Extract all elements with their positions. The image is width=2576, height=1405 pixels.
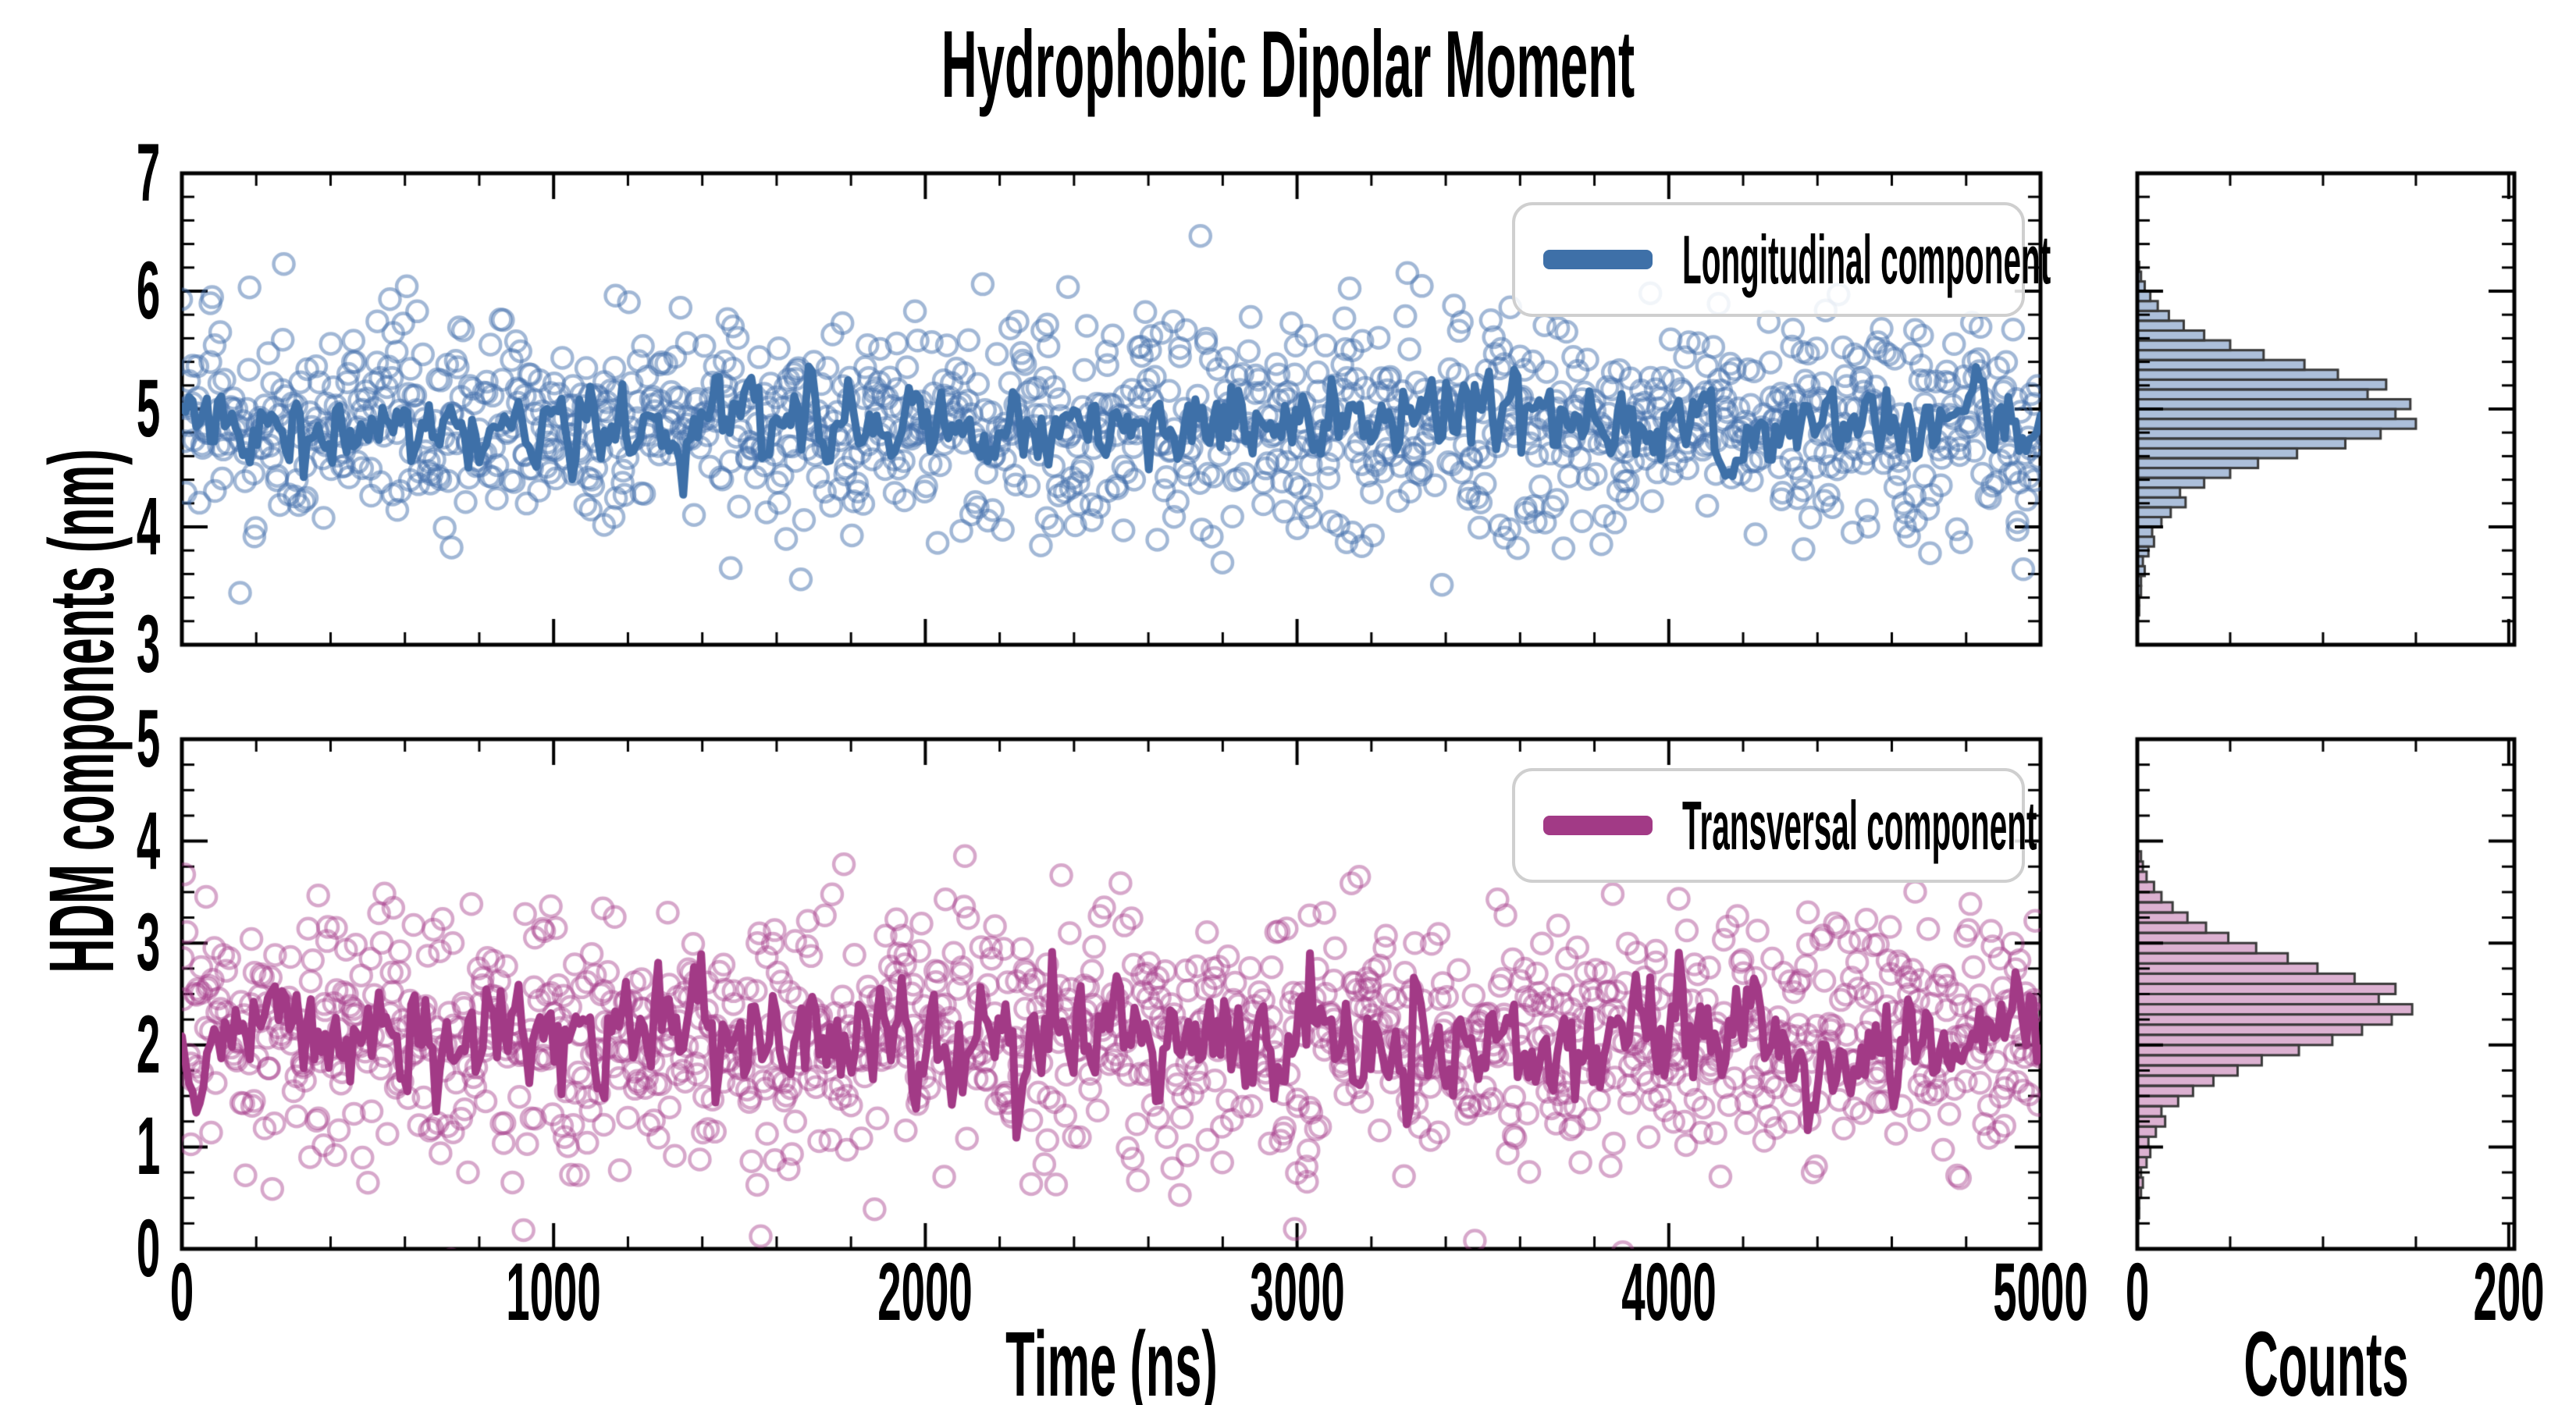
y-tick-label-top: 4	[136, 481, 161, 572]
legend-transversal: Transversal component	[1512, 768, 2037, 883]
counts-axis-label: Counts	[2243, 1313, 2409, 1405]
x-tick-label: 4000	[1621, 1247, 1717, 1338]
x-tick-label: 1000	[506, 1247, 601, 1338]
y-tick-label-top: 6	[136, 245, 161, 336]
y-tick-label-top: 7	[136, 127, 161, 219]
y-tick-label-bottom: 1	[136, 1101, 161, 1193]
legend-label-transversal: Transversal component	[1682, 786, 2037, 864]
legend-line-swatch-longitudinal	[1543, 250, 1653, 269]
y-tick-label-bottom: 5	[136, 693, 161, 784]
y-tick-label-bottom: 3	[136, 897, 161, 989]
x-tick-label: 5000	[1993, 1247, 2088, 1338]
x-tick-label: 3000	[1249, 1247, 1345, 1338]
hist-x-tick-label: 200	[2473, 1247, 2545, 1338]
figure-title: Hydrophobic Dipolar Moment	[941, 11, 1635, 117]
y-tick-label-top: 5	[136, 363, 161, 454]
legend-label-longitudinal: Longitudinal component	[1682, 220, 2051, 298]
y-tick-label-bottom: 4	[136, 795, 161, 887]
legend-line-swatch-transversal	[1543, 816, 1653, 835]
x-axis-label: Time (ns)	[1005, 1313, 1218, 1405]
x-tick-label: 0	[169, 1247, 194, 1338]
y-axis-label: HDM components (nm)	[30, 449, 133, 973]
y-tick-label-bottom: 2	[136, 998, 161, 1090]
y-tick-label-top: 3	[136, 599, 161, 690]
legend-longitudinal: Longitudinal component	[1512, 202, 2051, 317]
y-tick-label-bottom: 0	[136, 1203, 161, 1294]
hist-x-tick-label: 0	[2125, 1247, 2150, 1338]
x-tick-label: 2000	[877, 1247, 973, 1338]
